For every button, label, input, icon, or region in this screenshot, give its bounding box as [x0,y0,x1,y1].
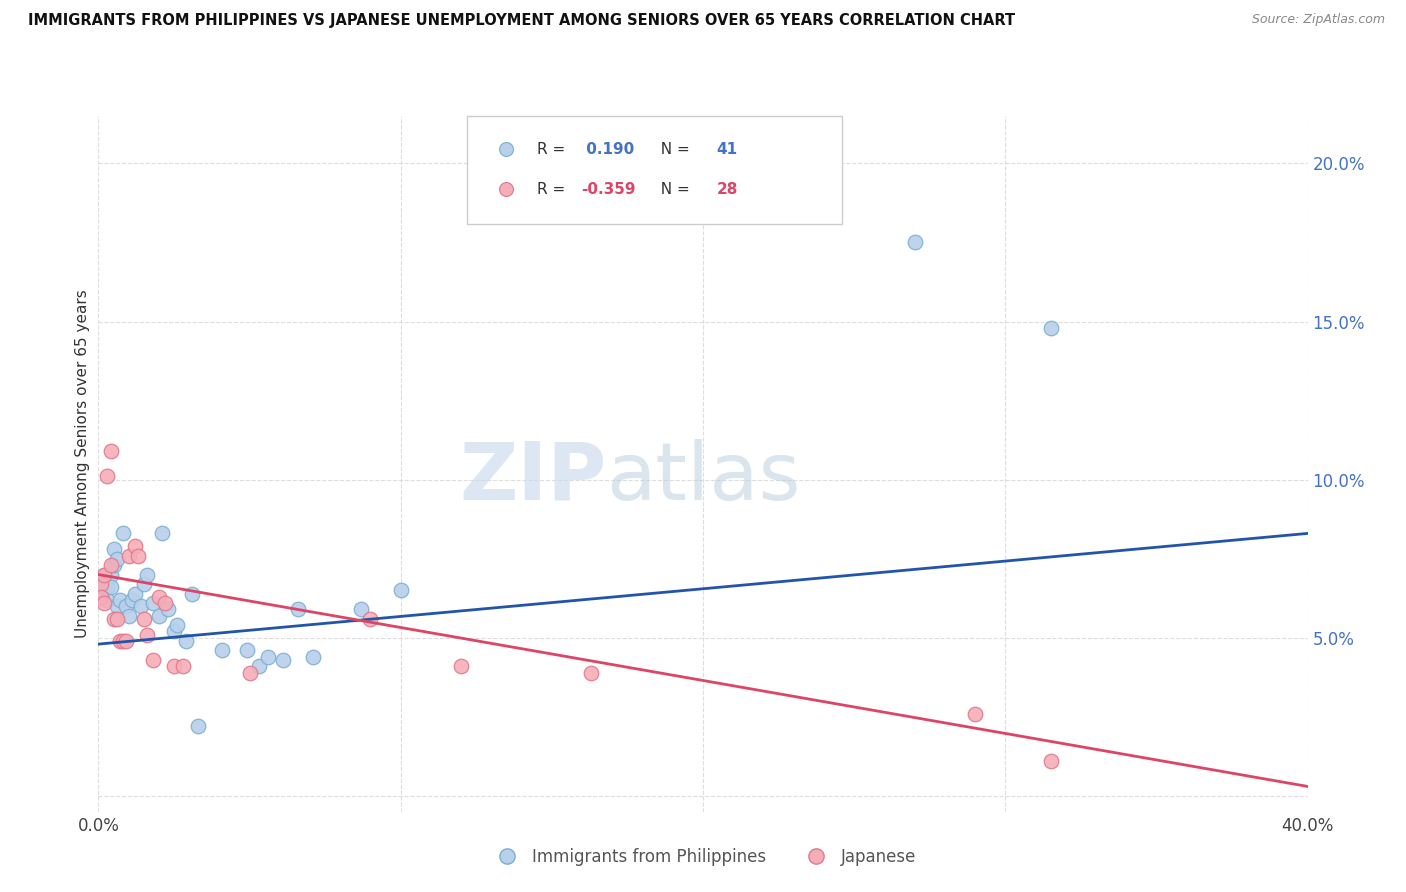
Point [271,653,294,667]
Point [127,549,149,563]
Text: Source: ZipAtlas.com: Source: ZipAtlas.com [1251,13,1385,27]
Point [114,599,136,614]
Point [124,539,146,553]
Point [302,649,325,664]
Point [965,706,987,721]
Point [96,580,118,594]
Point [181,586,204,600]
Point [96,592,118,607]
Point [90,577,112,591]
Text: 28: 28 [716,181,738,196]
Point [132,612,155,626]
Text: N =: N = [651,142,695,157]
Point [90,590,112,604]
Point [211,643,233,657]
Text: 0.190: 0.190 [581,142,634,157]
Point [100,558,122,572]
Point [187,719,209,733]
Point [904,235,927,250]
Point [118,608,141,623]
Point [93,567,115,582]
Point [142,596,165,610]
Point [287,602,309,616]
Point [93,567,115,582]
Point [100,444,122,458]
Point [96,469,118,483]
Y-axis label: Unemployment Among Seniors over 65 years: Unemployment Among Seniors over 65 years [75,290,90,638]
Point [111,634,134,648]
Text: -0.359: -0.359 [581,181,636,196]
Point [105,599,128,614]
Point [148,590,170,604]
Point [1039,754,1062,768]
Point [239,665,262,680]
Point [163,659,186,673]
Point [135,567,157,582]
Point [174,634,197,648]
Text: R =: R = [537,181,571,196]
Point [135,627,157,641]
Text: N =: N = [651,181,695,196]
Point [118,549,141,563]
Text: 41: 41 [716,142,737,157]
Point [103,612,125,626]
Text: R =: R = [537,142,571,157]
Point [90,577,112,591]
Point [111,526,134,541]
Legend: Immigrants from Philippines, Japanese: Immigrants from Philippines, Japanese [484,842,922,873]
Point [114,634,136,648]
Point [132,577,155,591]
Point [450,659,472,673]
Point [153,596,176,610]
Text: atlas: atlas [606,439,800,516]
Text: ZIP: ZIP [458,439,606,516]
Point [129,599,152,614]
Point [1039,321,1062,335]
Point [579,665,602,680]
Point [360,612,382,626]
Point [256,649,278,664]
Point [93,596,115,610]
Point [108,592,131,607]
Point [166,618,188,632]
Point [235,643,257,657]
Point [247,659,270,673]
Point [172,659,194,673]
Point [103,558,125,572]
Point [163,624,186,639]
Point [108,634,131,648]
Point [148,608,170,623]
Point [124,586,146,600]
Point [90,590,112,604]
Point [100,580,122,594]
Point [105,612,128,626]
Point [150,526,173,541]
Point [121,592,143,607]
Point [100,567,122,582]
Point [105,551,128,566]
Point [93,580,115,594]
Point [156,602,179,616]
Text: IMMIGRANTS FROM PHILIPPINES VS JAPANESE UNEMPLOYMENT AMONG SENIORS OVER 65 YEARS: IMMIGRANTS FROM PHILIPPINES VS JAPANESE … [28,13,1015,29]
Point [350,602,373,616]
Point [389,583,412,598]
Point [142,653,165,667]
FancyBboxPatch shape [467,116,842,224]
Point [103,542,125,557]
